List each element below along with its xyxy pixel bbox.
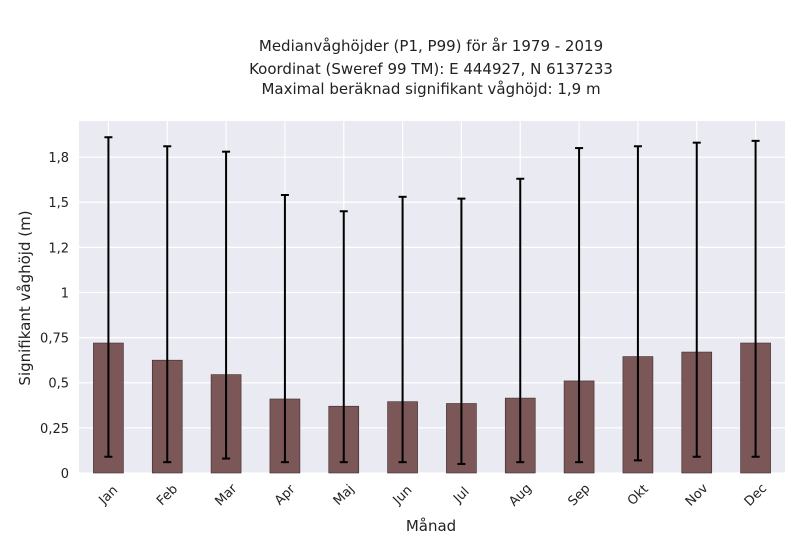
x-axis-label: Månad [406, 517, 456, 535]
title-line-2: Koordinat (Sweref 99 TM): E 444927, N 61… [249, 60, 613, 78]
title-line-3: Maximal beräknad signifikant våghöjd: 1,… [261, 80, 600, 98]
error-bars [104, 136, 760, 465]
title-line-1: Medianvåghöjder (P1, P99) för år 1979 - … [259, 37, 603, 55]
y-tick-label: 0 [61, 467, 69, 482]
y-axis-label: Signifikant våghöjd (m) [16, 210, 34, 385]
chart-title: Medianvåghöjder (P1, P99) för år 1979 - … [249, 37, 613, 98]
x-tick-label: Okt [625, 482, 652, 509]
x-tick-label: Jun [390, 483, 416, 509]
x-tick-label: Nov [683, 481, 712, 510]
x-tick-label: Apr [272, 482, 299, 509]
x-tick-label: Dec [742, 481, 770, 509]
x-tick-label: Feb [154, 482, 181, 509]
x-tick-label: Sep [565, 481, 593, 509]
x-tick-label: Mar [212, 481, 240, 509]
y-tick-label: 1,2 [48, 241, 69, 256]
y-tick-label: 0,75 [40, 332, 69, 347]
x-tick-label: Jul [450, 485, 472, 507]
y-tick-label: 1,8 [48, 151, 69, 166]
y-axis-ticks: 0 0,25 0,5 0,75 1 1,2 1,5 1,8 [40, 151, 69, 482]
x-tick-label: Aug [506, 481, 535, 510]
x-tick-label: Maj [331, 482, 358, 509]
x-axis-ticks: Jan Feb Mar Apr Maj Jun Jul Aug Sep Okt Nov Dec [96, 481, 770, 510]
plot-area [79, 121, 785, 473]
x-tick-label: Jan [96, 483, 121, 508]
y-tick-label: 0,5 [48, 377, 69, 392]
y-tick-label: 0,25 [40, 422, 69, 437]
y-tick-label: 1,5 [48, 196, 69, 211]
y-tick-label: 1 [61, 286, 69, 301]
